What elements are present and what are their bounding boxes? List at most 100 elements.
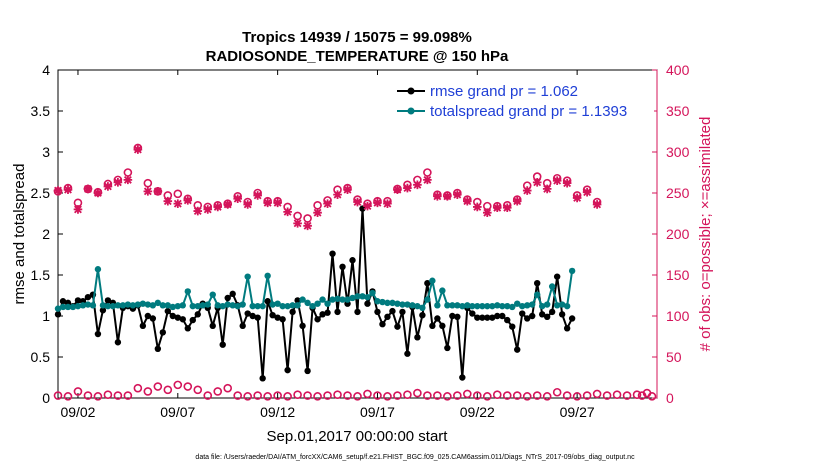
data-point <box>424 280 431 287</box>
data-point <box>209 291 216 298</box>
obs-assimilated-marker <box>512 196 522 206</box>
data-point <box>529 312 536 320</box>
obs-possible-marker <box>413 388 422 398</box>
data-point <box>74 302 82 310</box>
data-point <box>439 322 446 330</box>
legend-label-totalspread: totalspread grand pr = 1.1393 <box>430 103 627 120</box>
data-point <box>144 312 152 320</box>
obs-assimilated-marker <box>293 219 302 228</box>
obs-possible-marker <box>612 390 622 400</box>
data-point <box>284 302 291 310</box>
obs-assimilated-marker <box>263 198 272 208</box>
legend-box <box>392 80 654 124</box>
obs-possible-marker <box>293 390 302 400</box>
obs-possible-marker <box>423 391 432 400</box>
obs-possible-marker <box>502 391 512 400</box>
data-point <box>364 293 371 301</box>
data-point <box>354 308 361 316</box>
data-point <box>194 311 201 318</box>
obs-assimilated-marker <box>73 205 83 214</box>
data-point <box>244 310 251 317</box>
data-point <box>69 303 77 311</box>
data-point <box>384 299 391 307</box>
obs-possible-marker <box>123 168 133 177</box>
data-point <box>543 301 551 308</box>
obs-assimilated-marker <box>233 194 242 204</box>
obs-possible-marker <box>532 391 542 400</box>
obs-possible-marker <box>403 390 412 400</box>
obs-possible-marker <box>133 383 143 393</box>
obs-assimilated-marker <box>572 193 582 203</box>
obs-assimilated-marker <box>353 197 362 207</box>
right-axis: 0 50 100 150 200 250 300 350 400 <box>652 62 690 406</box>
data-point <box>384 313 391 321</box>
data-point <box>509 303 516 311</box>
obs-possible-marker <box>393 391 402 400</box>
data-point <box>114 302 122 309</box>
obs-possible-marker <box>293 211 302 221</box>
data-point <box>444 302 451 309</box>
obs-assimilated-marker <box>363 201 372 211</box>
data-point <box>534 280 541 287</box>
obs-possible-marker <box>313 201 322 210</box>
obs-assimilated-marker <box>223 200 233 209</box>
obs-assimilated-marker <box>453 190 462 199</box>
obs-possible-marker <box>103 390 113 400</box>
data-point <box>489 314 496 321</box>
obs-possible-marker <box>582 391 592 400</box>
data-point <box>164 307 172 315</box>
obs-assimilated-marker <box>63 185 73 195</box>
obs-possible-marker <box>353 392 362 401</box>
data-point <box>479 314 486 321</box>
obs-possible-marker <box>343 391 352 400</box>
data-point <box>174 302 181 310</box>
data-point <box>59 303 67 311</box>
data-point <box>449 302 456 309</box>
obs-possible-marker <box>183 382 193 391</box>
obs-possible-marker <box>512 391 522 400</box>
data-point <box>354 293 361 300</box>
obs-assimilated-marker <box>193 206 203 216</box>
data-point <box>319 296 326 303</box>
data-point <box>374 298 381 305</box>
data-point <box>99 307 107 314</box>
x-tick-label: 09/17 <box>360 404 395 420</box>
obs-possible-marker <box>333 390 342 400</box>
y-tick-label: 0.5 <box>31 349 51 365</box>
data-point <box>553 302 561 309</box>
data-point <box>84 293 92 301</box>
data-point <box>479 302 486 310</box>
data-point <box>319 311 326 318</box>
data-point <box>279 316 286 323</box>
obs-possible-marker <box>602 391 612 400</box>
obs-assimilated-marker <box>592 200 602 209</box>
data-point <box>89 302 97 309</box>
data-point <box>548 283 556 290</box>
data-point <box>274 300 281 307</box>
data-point <box>239 301 246 308</box>
data-point <box>534 291 541 298</box>
data-point <box>324 309 331 316</box>
data-point <box>64 303 72 311</box>
obs-possible-marker <box>233 391 242 400</box>
data-point <box>494 302 501 309</box>
data-point <box>189 316 196 324</box>
series-4 <box>53 380 657 401</box>
data-point <box>419 304 426 311</box>
y-right-tick-label: 250 <box>666 185 690 201</box>
data-point <box>294 302 301 309</box>
x-tick-label: 09/02 <box>60 404 95 420</box>
data-point <box>154 299 162 307</box>
data-point <box>454 302 461 309</box>
obs-assimilated-marker <box>253 191 262 200</box>
obs-assimilated-marker <box>323 199 332 208</box>
data-point <box>334 295 341 302</box>
data-point <box>459 302 466 310</box>
data-file-footnote: data file: /Users/raeder/DAI/ATM_forcXX/… <box>195 454 635 461</box>
data-point <box>299 296 306 303</box>
series-line <box>57 207 573 380</box>
data-point <box>269 301 276 308</box>
obs-possible-marker <box>73 387 83 396</box>
obs-possible-marker <box>83 391 93 400</box>
data-point <box>119 302 127 309</box>
